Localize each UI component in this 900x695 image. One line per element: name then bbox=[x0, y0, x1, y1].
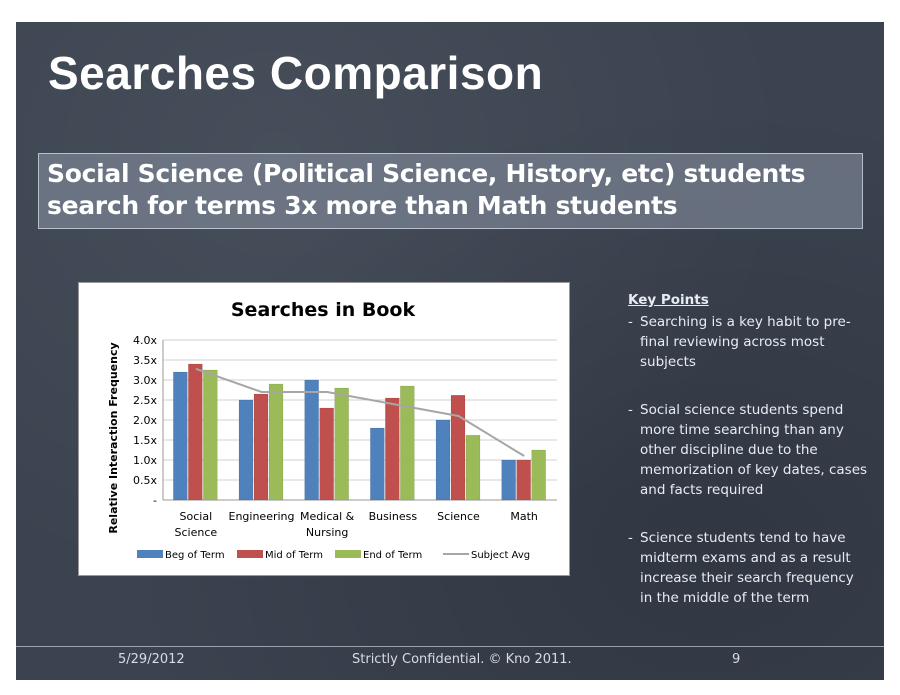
bar bbox=[370, 427, 385, 501]
y-tick-label: 4.0x bbox=[133, 334, 157, 347]
footer-page-number: 9 bbox=[732, 652, 741, 667]
footer-divider bbox=[16, 646, 884, 647]
key-points-panel: Key Points - Searching is a key habit to… bbox=[628, 290, 868, 636]
y-tick-label: 3.0x bbox=[133, 374, 157, 387]
legend-label: Mid of Term bbox=[265, 550, 323, 561]
bar bbox=[334, 387, 349, 501]
legend-label: Beg of Term bbox=[165, 550, 225, 561]
y-tick-label: 1.0x bbox=[133, 454, 157, 467]
x-tick-label: Business bbox=[369, 510, 418, 523]
bar bbox=[435, 419, 451, 501]
x-tick-label: Engineering bbox=[229, 510, 295, 523]
y-tick-label: 3.5x bbox=[133, 354, 157, 367]
key-point-dash: - bbox=[628, 530, 633, 546]
bar bbox=[385, 397, 400, 501]
bar bbox=[238, 399, 254, 501]
key-point-dash: - bbox=[628, 402, 633, 418]
footer-confidential: Strictly Confidential. © Kno 2011. bbox=[352, 652, 572, 667]
legend-swatch bbox=[237, 550, 263, 558]
slide-title: Searches Comparison bbox=[48, 47, 544, 99]
bar bbox=[400, 385, 415, 501]
y-tick-label: 2.5x bbox=[133, 394, 157, 407]
bar bbox=[268, 383, 284, 501]
key-point-item: - Science students tend to have midterm … bbox=[628, 528, 868, 608]
legend-swatch bbox=[137, 550, 163, 558]
chart-container: Searches in Book - 0.5x 1.0x 1.5x 2.0x 2.5x 3.0… bbox=[78, 282, 570, 576]
x-tick-label: Math bbox=[510, 510, 538, 523]
bar bbox=[253, 393, 269, 501]
y-tick-label: 0.5x bbox=[133, 474, 157, 487]
bar bbox=[516, 459, 531, 501]
chart-title: Searches in Book bbox=[231, 299, 416, 321]
bar bbox=[501, 459, 516, 501]
key-point-dash: - bbox=[628, 314, 633, 330]
bar bbox=[188, 363, 203, 501]
y-axis-label: Relative Interaction Frequency bbox=[107, 342, 120, 533]
subtitle-line-2: search for terms 3x more than Math stude… bbox=[47, 191, 678, 220]
x-tick-label: Social bbox=[180, 510, 213, 523]
y-tick-label: 2.0x bbox=[133, 414, 157, 427]
bar-chart: Searches in Book - 0.5x 1.0x 1.5x 2.0x 2.5x 3.0… bbox=[107, 299, 557, 561]
key-point-item: - Social science students spend more tim… bbox=[628, 400, 868, 500]
slide: Searches Comparison Social Science (Poli… bbox=[16, 22, 884, 680]
bar bbox=[465, 434, 481, 501]
bar bbox=[319, 407, 334, 501]
key-point-text: Science students tend to have midterm ex… bbox=[640, 530, 854, 606]
bar bbox=[203, 369, 218, 501]
subtitle-box: Social Science (Political Science, Histo… bbox=[38, 153, 863, 229]
x-tick-label: Nursing bbox=[306, 526, 348, 539]
key-point-item: - Searching is a key habit to pre-final … bbox=[628, 312, 868, 372]
key-point-text: Searching is a key habit to pre-final re… bbox=[640, 314, 851, 370]
bar bbox=[450, 394, 466, 501]
bar bbox=[173, 371, 188, 501]
bar bbox=[304, 379, 319, 501]
x-tick-label: Science bbox=[175, 526, 218, 539]
x-tick-label: Science bbox=[437, 510, 480, 523]
key-points-heading: Key Points bbox=[628, 292, 709, 308]
y-tick-label: - bbox=[153, 494, 157, 507]
y-tick-label: 1.5x bbox=[133, 434, 157, 447]
legend-swatch bbox=[335, 550, 361, 558]
key-point-text: Social science students spend more time … bbox=[640, 402, 868, 498]
x-tick-label: Medical & bbox=[300, 510, 355, 523]
legend-label: End of Term bbox=[363, 550, 422, 561]
subject-avg-line bbox=[195, 367, 525, 457]
subtitle-line-1: Social Science (Political Science, Histo… bbox=[47, 159, 806, 188]
legend-label: Subject Avg bbox=[471, 550, 530, 561]
footer-date: 5/29/2012 bbox=[118, 652, 185, 667]
bar bbox=[531, 449, 546, 501]
